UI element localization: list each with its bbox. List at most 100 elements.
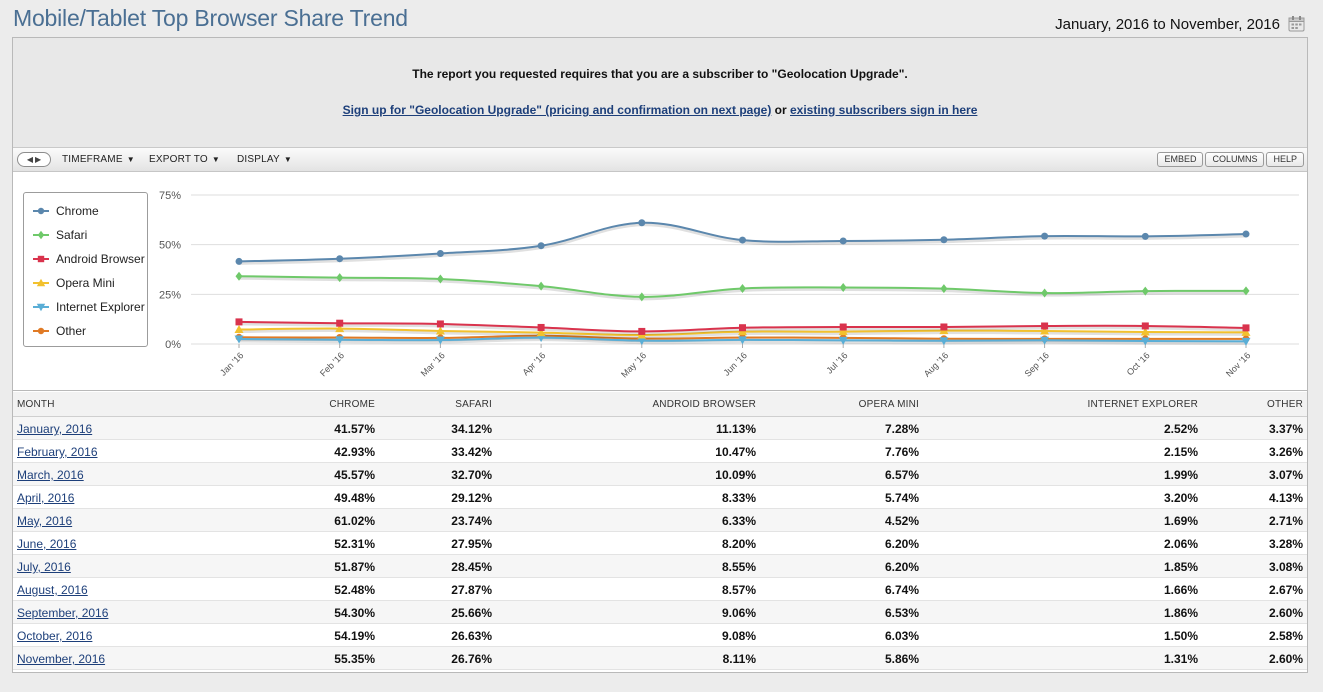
legend-item-other[interactable]: Other (24, 319, 147, 343)
month-link[interactable]: March, 2016 (17, 468, 84, 482)
month-link[interactable]: August, 2016 (17, 583, 88, 597)
columns-button[interactable]: COLUMNS (1205, 152, 1265, 167)
month-link[interactable]: April, 2016 (17, 491, 75, 505)
signin-link[interactable]: existing subscribers sign in here (790, 103, 978, 117)
data-point-opera-mini-10[interactable] (1241, 327, 1251, 336)
data-point-chrome-10[interactable] (1242, 230, 1250, 238)
data-point-internet-explorer-5[interactable] (738, 336, 747, 345)
column-header-opera-mini[interactable]: OPERA MINI (858, 399, 919, 410)
column-header-internet-explorer[interactable]: INTERNET EXPLORER (1087, 399, 1198, 410)
data-point-android-browser-0[interactable] (235, 318, 243, 326)
data-point-safari-5[interactable] (739, 283, 746, 293)
data-point-android-browser-10[interactable] (1242, 324, 1250, 332)
data-point-chrome-1[interactable] (336, 255, 344, 263)
month-link[interactable]: June, 2016 (17, 537, 77, 551)
legend-item-android-browser[interactable]: Android Browser (24, 247, 147, 271)
data-point-chrome-2[interactable] (436, 249, 444, 257)
data-point-internet-explorer-9[interactable] (1140, 337, 1150, 346)
data-point-opera-mini-1[interactable] (335, 324, 345, 333)
month-link[interactable]: January, 2016 (17, 422, 93, 436)
date-range[interactable]: January, 2016 to November, 2016 (1055, 16, 1280, 33)
data-point-internet-explorer-10[interactable] (1241, 337, 1251, 346)
data-point-internet-explorer-8[interactable] (1040, 336, 1050, 345)
data-point-opera-mini-9[interactable] (1140, 327, 1150, 336)
prev-arrow-icon[interactable]: ◀ (26, 154, 33, 164)
month-link[interactable]: May, 2016 (17, 514, 73, 528)
legend-item-opera-mini[interactable]: Opera Mini (24, 271, 147, 295)
cell-android-browser: 8.11% (722, 652, 756, 666)
data-point-safari-1[interactable] (336, 273, 344, 283)
data-point-opera-mini-2[interactable] (435, 326, 445, 335)
display-menu[interactable]: DISPLAY ▼ (237, 154, 292, 165)
data-point-opera-mini-6[interactable] (838, 327, 848, 336)
data-point-internet-explorer-3[interactable] (536, 334, 546, 343)
data-point-internet-explorer-1[interactable] (335, 336, 345, 345)
data-point-android-browser-4[interactable] (638, 327, 646, 335)
legend-item-safari[interactable]: Safari (24, 223, 147, 247)
column-header-chrome[interactable]: CHROME (329, 399, 375, 410)
month-link[interactable]: October, 2016 (17, 629, 93, 643)
data-point-internet-explorer-7[interactable] (939, 337, 949, 346)
legend-label: Android Browser (56, 252, 145, 266)
data-point-opera-mini-3[interactable] (536, 328, 546, 337)
data-point-safari-4[interactable] (638, 292, 646, 302)
data-point-chrome-4[interactable] (638, 219, 646, 227)
legend-label: Other (56, 324, 87, 338)
legend-item-chrome[interactable]: Chrome (24, 199, 147, 223)
data-point-safari-10[interactable] (1242, 286, 1250, 296)
cell-chrome: 54.19% (334, 629, 375, 643)
data-point-android-browser-8[interactable] (1041, 322, 1049, 330)
legend-item-internet-explorer[interactable]: Internet Explorer (24, 295, 147, 319)
column-header-month[interactable]: MONTH (17, 399, 55, 410)
cell-android-browser: 10.09% (715, 468, 756, 482)
data-point-android-browser-6[interactable] (839, 323, 847, 331)
data-point-chrome-0[interactable] (235, 257, 243, 265)
data-point-chrome-5[interactable] (739, 236, 746, 244)
export-menu[interactable]: EXPORT TO ▼ (149, 154, 220, 165)
data-point-chrome-8[interactable] (1041, 232, 1049, 240)
data-point-safari-6[interactable] (839, 282, 847, 292)
cell-other: 2.71% (1268, 514, 1303, 528)
calendar-icon[interactable] (1288, 15, 1305, 32)
data-point-internet-explorer-2[interactable] (435, 336, 445, 345)
cell-opera-mini: 5.86% (884, 652, 919, 666)
column-header-android-browser[interactable]: ANDROID BROWSER (652, 399, 756, 410)
month-link[interactable]: July, 2016 (17, 560, 71, 574)
data-point-opera-mini-8[interactable] (1040, 326, 1050, 335)
month-link[interactable]: November, 2016 (17, 652, 106, 666)
timeframe-nav[interactable]: ◀ ▶ (17, 152, 51, 167)
table-header: MONTH CHROME SAFARI ANDROID BROWSER OPERA MI… (13, 392, 1307, 417)
data-point-safari-7[interactable] (940, 284, 948, 294)
embed-button[interactable]: EMBED (1157, 152, 1204, 167)
data-point-chrome-9[interactable] (1141, 232, 1149, 240)
data-point-safari-0[interactable] (235, 271, 243, 281)
data-point-android-browser-1[interactable] (336, 319, 344, 327)
data-point-safari-2[interactable] (436, 274, 444, 284)
cell-android-browser: 8.57% (721, 583, 756, 597)
data-point-safari-9[interactable] (1141, 286, 1149, 296)
month-link[interactable]: February, 2016 (17, 445, 98, 459)
signup-link[interactable]: Sign up for "Geolocation Upgrade" (prici… (342, 103, 772, 117)
data-point-internet-explorer-0[interactable] (234, 335, 244, 344)
data-point-chrome-3[interactable] (537, 242, 545, 250)
data-point-android-browser-5[interactable] (739, 324, 746, 332)
data-point-android-browser-3[interactable] (537, 323, 545, 331)
data-point-android-browser-9[interactable] (1141, 322, 1149, 330)
column-header-safari[interactable]: SAFARI (455, 399, 492, 410)
timeframe-menu[interactable]: TIMEFRAME ▼ (62, 154, 135, 165)
data-point-internet-explorer-6[interactable] (838, 336, 848, 345)
data-point-safari-3[interactable] (537, 281, 545, 291)
data-point-android-browser-7[interactable] (940, 323, 948, 331)
data-point-chrome-7[interactable] (940, 236, 948, 244)
help-button[interactable]: HELP (1266, 152, 1304, 167)
data-point-internet-explorer-4[interactable] (637, 337, 647, 346)
column-header-other[interactable]: OTHER (1267, 399, 1303, 410)
data-point-android-browser-2[interactable] (436, 320, 444, 328)
month-link[interactable]: September, 2016 (17, 606, 109, 620)
data-point-opera-mini-0[interactable] (234, 325, 244, 334)
data-point-chrome-6[interactable] (839, 237, 847, 245)
cell-internet-explorer: 3.20% (1163, 491, 1198, 505)
next-arrow-icon[interactable]: ▶ (35, 154, 42, 164)
data-point-safari-8[interactable] (1041, 288, 1049, 298)
cell-safari: 32.70% (451, 468, 492, 482)
